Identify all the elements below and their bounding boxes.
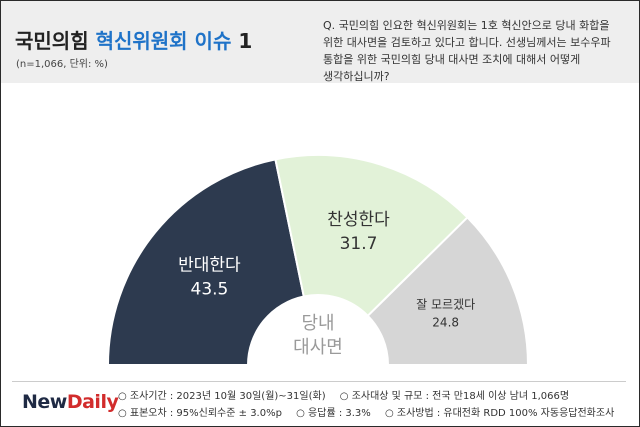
- slice-value-2: 31.7: [340, 234, 378, 254]
- logo-new: New: [22, 391, 67, 413]
- meta-method: ○ 조사방법 : 유대전화 RDD 100% 자동응답전화조사: [384, 408, 615, 419]
- slice-label-2: 찬성한다: [327, 210, 390, 230]
- footer-divider: [12, 381, 626, 382]
- page-title: 국민의힘 혁신위원회 이슈 1: [15, 25, 252, 54]
- meta-target: ○ 조사대상 및 규모 : 전국 만18세 이상 남녀 1,066명: [339, 391, 570, 402]
- slice-2: [274, 154, 469, 318]
- title-number: 1: [238, 29, 253, 53]
- survey-meta-row-2: ○ 표본오차 : 95%신뢰수준 ± 3.0%p ○ 응답률 : 3.3% ○ …: [118, 404, 625, 419]
- slice-label-1: 반대한다: [178, 256, 241, 276]
- logo-daily: Daily: [66, 391, 119, 413]
- slice-value-3: 24.8: [432, 316, 459, 330]
- slice-label-3: 잘 모르겠다: [416, 298, 475, 312]
- slice-1: [106, 158, 305, 366]
- center-label-line-1: 당내: [301, 313, 334, 334]
- slice-3: [366, 216, 530, 366]
- sample-size-note: (n=1,066, 단위: %): [16, 59, 108, 70]
- meta-period: ○ 조사기간 : 2023년 10월 30일(월)~31일(화): [118, 391, 326, 402]
- meta-error: ○ 표본오차 : 95%신뢰수준 ± 3.0%p: [118, 408, 282, 419]
- title-prefix: 국민의힘: [15, 29, 89, 53]
- meta-response-rate: ○ 응답률 : 3.3%: [296, 408, 371, 419]
- center-label-line-2: 대사면: [293, 337, 343, 358]
- newdaily-logo: NewDaily: [22, 391, 119, 413]
- survey-meta-row-1: ○ 조사기간 : 2023년 10월 30일(월)~31일(화) ○ 조사대상 …: [118, 387, 580, 402]
- header: 국민의힘 혁신위원회 이슈 1 (n=1,066, 단위: %) Q. 국민의힘…: [1, 1, 639, 83]
- title-accent: 혁신위원회 이슈: [95, 29, 232, 53]
- survey-question: Q. 국민의힘 인요한 혁신위원회는 1호 혁신안으로 당내 화합을 위한 대사…: [323, 19, 611, 83]
- slice-value-1: 43.5: [191, 280, 229, 300]
